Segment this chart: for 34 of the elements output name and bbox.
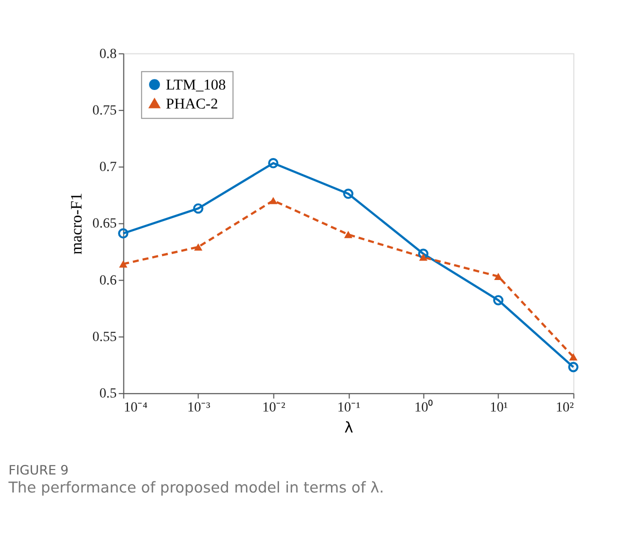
point	[269, 196, 278, 204]
point	[569, 353, 578, 360]
point	[494, 272, 502, 280]
x-tick-label: 10⁻¹	[337, 400, 360, 416]
y-tick-label: 0.75	[92, 103, 117, 118]
legend-label: PHAC-2	[166, 96, 218, 112]
x-axis-title: λ	[344, 418, 354, 436]
y-axis-title: macro-F1	[68, 192, 86, 255]
point	[343, 188, 354, 199]
x-tick-label: 10⁻³	[187, 400, 210, 416]
y-tick-label: 0.65	[92, 216, 117, 232]
x-tick-label: 10⁻²	[262, 400, 286, 416]
y-tick-label: 0.6	[99, 273, 117, 288]
point	[419, 254, 428, 261]
point	[493, 295, 504, 306]
point	[194, 243, 202, 251]
point	[119, 260, 128, 268]
y-tick-label: 0.5	[99, 386, 117, 402]
point	[568, 362, 578, 372]
text: The performance of proposed model in terms of λ.	[7, 478, 384, 496]
legend-label: LTM_108	[166, 78, 226, 94]
y-tick-label: 0.8	[99, 46, 117, 62]
y-tick-label: 0.7	[99, 160, 117, 176]
x-tick-label: 10²	[556, 400, 574, 416]
point	[118, 228, 128, 239]
caption: FIGURE 9	[8, 464, 69, 479]
x-tick-label: 10⁻⁴	[124, 400, 148, 416]
y-tick-label: 0.55	[92, 330, 117, 345]
point	[268, 158, 278, 168]
x-tick-label: 10⁰	[414, 399, 434, 416]
point	[193, 203, 204, 214]
point	[344, 230, 352, 238]
x-tick-label: 10¹	[490, 400, 508, 416]
point	[418, 248, 428, 259]
